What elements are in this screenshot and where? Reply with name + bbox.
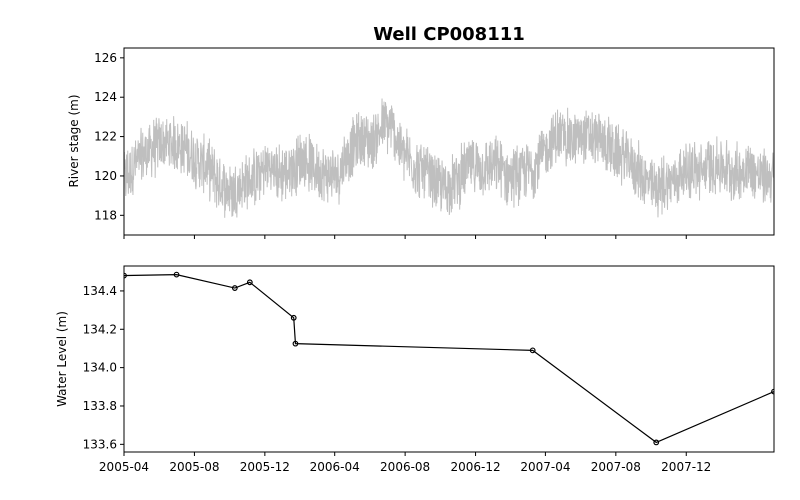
x-tick-label-0: 2005-04 [99,460,149,474]
water-level-x-ticks: 2005-04 2005-08 2005-12 2006-04 2006-08 2006-… [99,452,711,474]
water-level-point-6 [529,347,536,354]
x-tick-label-5: 2006-12 [450,460,500,474]
river-stage-ytick-label-3: 124 [94,90,117,104]
water-level-panel: 133.6 133.8 134.0 134.2 134.4 2005-04 2005-08… [55,265,775,474]
river-stage-panel: 118 120 122 124 126 River stage (m) [67,47,775,239]
river-stage-series-group [124,98,774,218]
x-tick-label-2: 2005-12 [240,460,290,474]
water-level-plot-frame [123,265,775,453]
water-level-point-4 [290,314,297,321]
river-stage-ytick-label-1: 120 [94,169,117,183]
chart-title: Well CP008111 [373,24,525,45]
river-stage-ytick-label-2: 122 [94,130,117,144]
water-level-ytick-label-0: 133.6 [83,437,117,451]
river-stage-ytick-label-4: 126 [94,51,117,65]
river-stage-plot-frame [123,47,775,236]
river-stage-y-ticks: 118 120 122 124 126 [94,51,124,222]
water-level-point-2 [231,285,238,291]
water-level-point-3 [246,279,253,286]
x-tick-label-7: 2007-08 [591,460,641,474]
water-level-ytick-label-2: 134.0 [83,361,117,375]
water-level-ytick-label-4: 134.4 [83,284,117,298]
water-level-point-5 [292,340,299,347]
water-level-y-axis-label: Water Level (m) [55,311,69,407]
water-level-point-1 [173,271,180,278]
x-tick-label-3: 2006-04 [310,460,360,474]
x-tick-label-6: 2007-04 [520,460,570,474]
river-stage-ytick-label-0: 118 [94,208,117,222]
water-level-point-7 [653,439,660,446]
river-stage-series-line [124,98,774,218]
water-level-ytick-label-1: 133.8 [83,399,117,413]
x-tick-label-1: 2005-08 [169,460,219,474]
river-stage-y-axis-label: River stage (m) [67,94,81,187]
x-tick-label-8: 2007-12 [661,460,711,474]
river-stage-x-ticks [123,235,687,239]
water-level-series-group [124,271,774,446]
water-level-y-ticks: 133.6 133.8 134.0 134.2 134.4 [83,284,124,451]
water-level-point-0 [124,272,127,279]
x-tick-label-4: 2006-08 [380,460,430,474]
water-level-series-line [124,274,774,444]
water-level-ytick-label-3: 134.2 [83,322,117,336]
water-level-point-8 [771,388,774,395]
